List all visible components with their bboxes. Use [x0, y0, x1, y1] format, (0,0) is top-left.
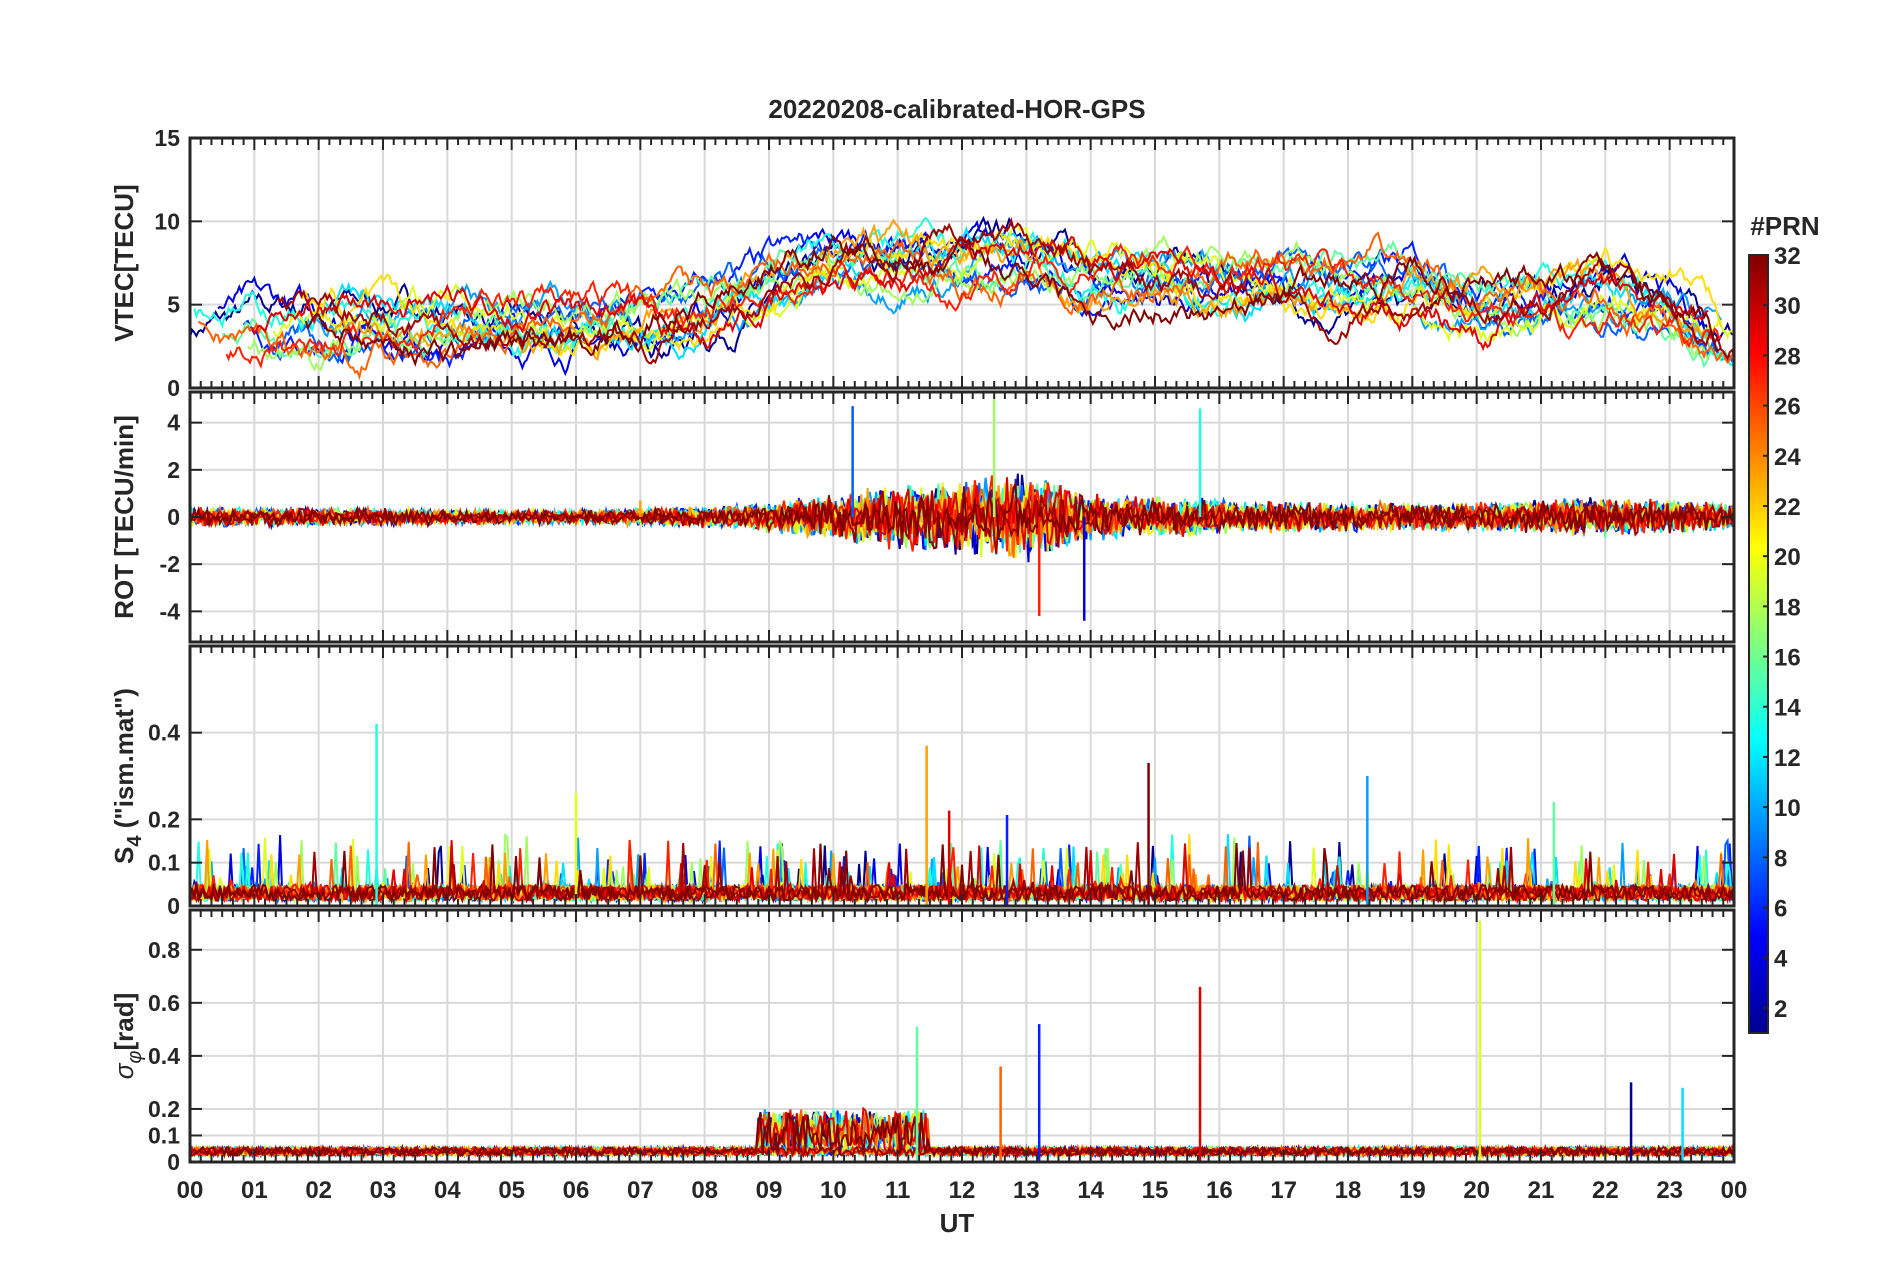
y-tick-label: -4 [160, 598, 181, 624]
y-axis-label: ROT [TECU/min] [109, 415, 139, 619]
y-tick-label: 4 [167, 410, 180, 436]
x-tick-label: 23 [1656, 1177, 1683, 1204]
colorbar-tick-label: 10 [1774, 795, 1801, 822]
colorbar-tick-label: 28 [1774, 343, 1801, 370]
y-tick-label: 2 [167, 457, 180, 483]
y-tick-label: 15 [154, 125, 180, 151]
colorbar-tick-label: 6 [1774, 896, 1787, 923]
x-tick-label: 00 [177, 1177, 204, 1204]
y-tick-label: 0.4 [148, 1043, 180, 1069]
y-tick-label: 0.1 [148, 1122, 180, 1148]
colorbar-tick-label: 24 [1774, 444, 1801, 471]
series-line [225, 242, 1722, 370]
y-tick-label: 0.2 [148, 1096, 180, 1122]
x-tick-label: 02 [305, 1177, 332, 1204]
y-tick-label: 0.1 [148, 850, 180, 876]
series-line [322, 225, 1710, 361]
y-axis-label: σφ[rad] [109, 993, 146, 1080]
x-tick-label: 11 [885, 1177, 910, 1204]
y-axis-label: S4 ("ism.mat") [109, 688, 146, 864]
colorbar-tick-label: 32 [1774, 243, 1801, 270]
y-tick-label: 0.6 [148, 990, 180, 1016]
series-line [189, 479, 1735, 550]
x-tick-label: 13 [1013, 1177, 1040, 1204]
chart-title: 20220208-calibrated-HOR-GPS [768, 94, 1145, 124]
x-tick-label: 12 [949, 1177, 976, 1204]
y-tick-label: 0.8 [148, 937, 180, 963]
y-tick-label: 0 [167, 893, 180, 919]
y-axis-label: VTEC[TECU] [109, 184, 139, 341]
x-tick-label: 20 [1463, 1177, 1490, 1204]
y-tick-label: 10 [154, 208, 180, 234]
series-line [304, 234, 1722, 368]
series-line [277, 217, 1735, 365]
colorbar-gradient [1748, 254, 1769, 1034]
y-tick-label: 5 [167, 292, 180, 318]
panel-frame [188, 136, 1736, 390]
panel-frame [188, 644, 1736, 908]
y-tick-label: 0.4 [148, 720, 180, 746]
colorbar-tick-label: 26 [1774, 394, 1801, 421]
colorbar-tick-label: 30 [1774, 293, 1801, 320]
panel-s4: 0 0.1 0.2 0.4S4 ("ism.mat") [109, 644, 1736, 919]
x-tick-label: 16 [1206, 1177, 1233, 1204]
colorbar-tick-label: 8 [1774, 845, 1787, 872]
x-tick-label: 19 [1399, 1177, 1426, 1204]
x-axis-label: UT [940, 1208, 975, 1238]
panel-frame [188, 908, 1736, 1164]
x-tick-label: 15 [1142, 1177, 1169, 1204]
colorbar-tick-label: 2 [1774, 996, 1787, 1023]
colorbar-tick-label: 14 [1774, 695, 1801, 722]
x-tick-label: 10 [820, 1177, 847, 1204]
y-tick-label: 0.2 [148, 806, 180, 832]
x-tick-label: 18 [1335, 1177, 1362, 1204]
x-tick-label: 07 [627, 1177, 654, 1204]
panel-sigma-phi: 00.10.2 0.4 0.6 0.8 σφ[rad] [109, 908, 1736, 1175]
x-tick-label: 09 [756, 1177, 783, 1204]
series-line [327, 218, 1710, 362]
x-tick-label: 08 [691, 1177, 718, 1204]
x-tick-label: 06 [563, 1177, 590, 1204]
x-tick-label: 04 [434, 1177, 461, 1204]
x-tick-label: 22 [1592, 1177, 1619, 1204]
x-tick-label: 17 [1270, 1177, 1297, 1204]
y-tick-label: 0 [167, 375, 180, 401]
colorbar-tick-label: 22 [1774, 494, 1801, 521]
y-tick-label: -2 [160, 551, 180, 577]
x-tick-label: 21 [1528, 1177, 1555, 1204]
y-tick-label: 0 [167, 504, 180, 530]
panel-vtec: 0 5 10 15 VTEC[TECU] [109, 125, 1736, 401]
x-tick-label: 03 [370, 1177, 397, 1204]
x-tick-label: 14 [1077, 1177, 1104, 1204]
colorbar-tick-label: 4 [1774, 946, 1788, 973]
colorbar-tick-label: 16 [1774, 645, 1801, 672]
x-tick-label: 05 [498, 1177, 525, 1204]
series-line [251, 235, 1709, 352]
panel-rot: -4 -2 0 2 4 ROT [TECU/min] [109, 390, 1736, 644]
y-tick-label: 0 [167, 1149, 180, 1175]
x-tick-label: 01 [241, 1177, 268, 1204]
x-tick-label: 00 [1721, 1177, 1748, 1204]
panel-frame [188, 390, 1736, 644]
colorbar-title: #PRN [1750, 211, 1819, 241]
colorbar-tick-label: 20 [1774, 544, 1801, 571]
colorbar-tick-label: 18 [1774, 594, 1801, 621]
colorbar-tick-label: 12 [1774, 745, 1801, 772]
